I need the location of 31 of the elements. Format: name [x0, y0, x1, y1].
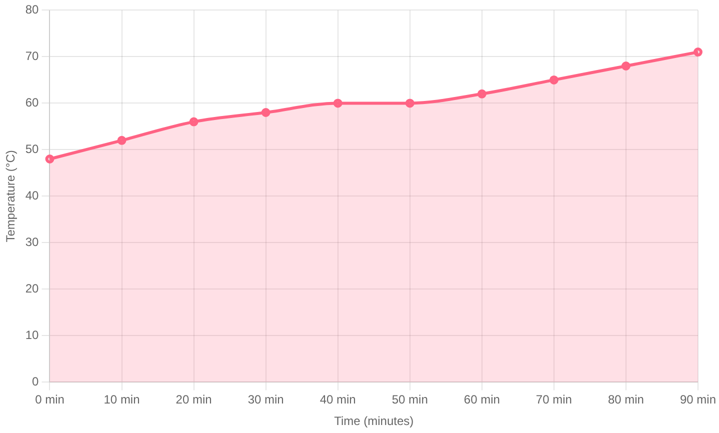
point — [189, 117, 198, 126]
point — [117, 136, 126, 145]
x-tick-label: 10 min — [104, 392, 140, 407]
y-tick-label: 20 — [25, 282, 40, 296]
point — [405, 98, 414, 108]
x-tick-label: 30 min — [248, 392, 284, 407]
y-tick-label: 50 — [25, 142, 40, 156]
x-tick-label: 60 min — [464, 392, 500, 407]
x-tick-label: 80 min — [608, 392, 644, 407]
point — [261, 108, 270, 117]
x-tick-label: 20 min — [176, 392, 212, 407]
y-tick-label: 80 — [25, 2, 40, 17]
y-tick-label: 30 — [25, 235, 40, 250]
y-tick-label: 70 — [25, 49, 40, 64]
point — [549, 75, 558, 84]
x-tick-label: 50 min — [392, 392, 428, 407]
x-tick-label: 40 min — [320, 392, 356, 407]
point — [333, 98, 342, 108]
x-tick-label: 90 min — [680, 392, 716, 407]
x-tick-label: 70 min — [536, 392, 572, 407]
y-tick-label: 0 — [32, 374, 40, 389]
point — [621, 62, 630, 70]
y-axis-title: Temperature (°C) — [4, 150, 18, 242]
point — [477, 89, 486, 98]
x-tick-label: 0 min — [35, 392, 64, 407]
x-axis-title: Time (minutes) — [334, 414, 414, 428]
point — [45, 154, 54, 164]
y-tick-label: 10 — [25, 328, 40, 342]
point — [693, 48, 702, 57]
y-tick-label: 60 — [25, 96, 40, 110]
y-tick-label: 40 — [25, 188, 40, 203]
